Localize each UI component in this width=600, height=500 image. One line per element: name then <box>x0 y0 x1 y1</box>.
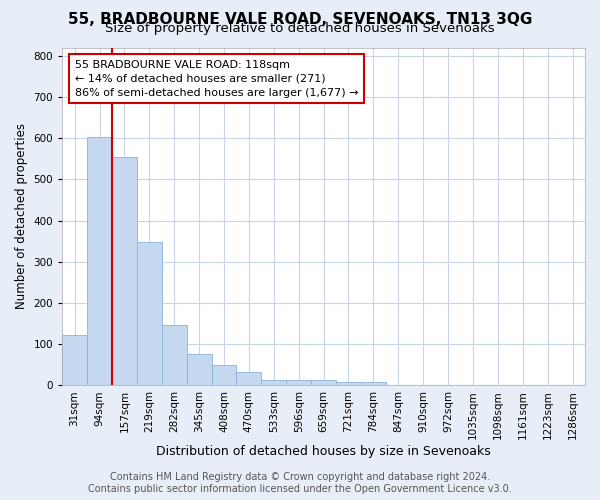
Bar <box>112 156 137 386</box>
Text: Size of property relative to detached houses in Sevenoaks: Size of property relative to detached ho… <box>105 22 495 35</box>
Y-axis label: Number of detached properties: Number of detached properties <box>15 124 28 310</box>
Bar <box>212 364 236 386</box>
Bar <box>311 380 336 386</box>
Text: 55, BRADBOURNE VALE ROAD, SEVENOAKS, TN13 3QG: 55, BRADBOURNE VALE ROAD, SEVENOAKS, TN1… <box>68 12 532 26</box>
Bar <box>286 380 311 386</box>
Bar <box>336 382 361 386</box>
Text: 55 BRADBOURNE VALE ROAD: 118sqm
← 14% of detached houses are smaller (271)
86% o: 55 BRADBOURNE VALE ROAD: 118sqm ← 14% of… <box>75 60 358 98</box>
Text: Contains HM Land Registry data © Crown copyright and database right 2024.
Contai: Contains HM Land Registry data © Crown c… <box>88 472 512 494</box>
Bar <box>236 372 262 386</box>
Bar <box>361 382 386 386</box>
Bar <box>62 335 87 386</box>
Bar <box>262 380 286 386</box>
Bar <box>87 137 112 386</box>
Bar <box>162 325 187 386</box>
Bar <box>187 354 212 386</box>
X-axis label: Distribution of detached houses by size in Sevenoaks: Distribution of detached houses by size … <box>156 444 491 458</box>
Bar <box>137 242 162 386</box>
